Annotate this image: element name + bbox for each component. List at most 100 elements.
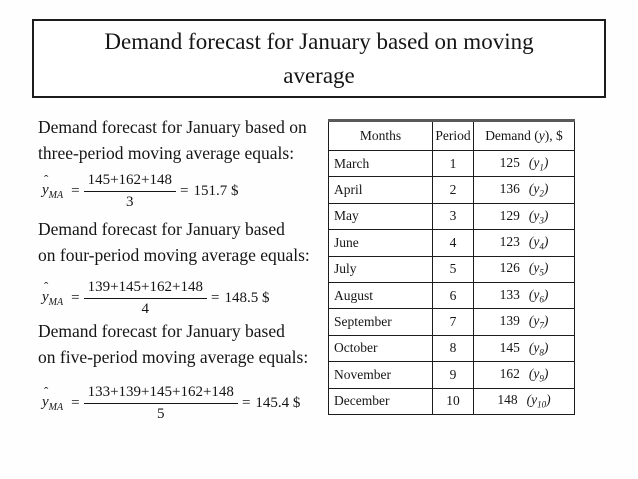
equals-sign: = bbox=[71, 183, 80, 199]
y-label-open: (y bbox=[528, 286, 540, 302]
formula-five-period: ˆ yMA = 133+139+145+162+148 5 = 145.4 $ bbox=[42, 383, 300, 424]
demand-cell: 129 (y3) bbox=[473, 202, 575, 231]
period-cell: 10 bbox=[432, 387, 474, 415]
col-header-period: Period bbox=[432, 119, 474, 151]
month-cell: April bbox=[328, 176, 433, 204]
demand-value: 133 bbox=[499, 286, 520, 302]
y-label-open: (y bbox=[526, 392, 538, 408]
period-cell: 1 bbox=[432, 149, 474, 178]
table-row: July 5 126 (y5) bbox=[328, 255, 575, 283]
table-row: November 9 162 (y9) bbox=[328, 361, 575, 389]
hat-accent: ˆ bbox=[44, 172, 49, 187]
paragraph-five-period: Demand forecast for January based on five… bbox=[38, 318, 338, 370]
y-label: (y9) bbox=[528, 365, 549, 384]
col-header-demand: Demand (y), $ bbox=[473, 119, 575, 151]
y-label-sub: 2 bbox=[539, 188, 544, 199]
demand-value: 148 bbox=[497, 392, 518, 408]
y-label-close: ) bbox=[543, 181, 549, 197]
y-label-open: (y bbox=[528, 154, 540, 170]
y-label: (y10) bbox=[526, 392, 551, 410]
formula-result: 151.7 $ bbox=[193, 183, 239, 199]
demand-header-y: y bbox=[538, 128, 545, 143]
period-cell: 4 bbox=[432, 229, 474, 257]
paragraph-line: on five-period moving average equals: bbox=[38, 347, 309, 367]
equals-sign: = bbox=[71, 395, 80, 411]
table-row: December 10 148 (y10) bbox=[328, 387, 575, 415]
formula-three-period: ˆ yMA = 145+162+148 3 = 151.7 $ bbox=[42, 171, 238, 212]
y-label-sub: 5 bbox=[539, 268, 544, 279]
demand-cell: 126 (y5) bbox=[473, 255, 575, 283]
period-cell: 2 bbox=[432, 176, 474, 204]
demand-value: 162 bbox=[499, 365, 520, 381]
period-cell: 8 bbox=[432, 334, 474, 363]
y-label: (y5) bbox=[528, 260, 549, 279]
equals-sign: = bbox=[180, 183, 189, 199]
ma-subscript: MA bbox=[48, 402, 64, 413]
demand-value: 136 bbox=[499, 181, 520, 197]
table-row: May 3 129 (y3) bbox=[328, 202, 575, 231]
hat-accent: ˆ bbox=[44, 279, 49, 294]
y-label-open: (y bbox=[528, 181, 540, 197]
demand-cell: 125 (y1) bbox=[473, 149, 575, 178]
period-cell: 7 bbox=[432, 308, 474, 336]
y-label-sub: 8 bbox=[539, 347, 544, 358]
demand-value: 139 bbox=[499, 313, 520, 329]
demand-cell: 162 (y9) bbox=[473, 361, 575, 389]
table-row: March 1 125 (y1) bbox=[328, 149, 575, 178]
y-label: (y6) bbox=[528, 286, 549, 305]
y-label-close: ) bbox=[543, 207, 549, 223]
y-hat-ma-symbol: ˆ yMA bbox=[42, 279, 64, 308]
fraction-denominator: 5 bbox=[157, 406, 165, 422]
ma-subscript: MA bbox=[48, 297, 64, 308]
y-label: (y8) bbox=[528, 339, 549, 358]
y-label-close: ) bbox=[543, 365, 549, 381]
month-cell: August bbox=[328, 281, 433, 310]
demand-header-text: ), $ bbox=[544, 128, 563, 143]
month-cell: May bbox=[328, 202, 433, 231]
hat-accent: ˆ bbox=[44, 384, 49, 399]
y-label-open: (y bbox=[528, 260, 540, 276]
month-cell: March bbox=[328, 149, 433, 178]
table-row: August 6 133 (y6) bbox=[328, 281, 575, 310]
month-cell: October bbox=[328, 334, 433, 363]
y-label: (y3) bbox=[528, 207, 549, 226]
demand-cell: 139 (y7) bbox=[473, 308, 575, 336]
y-hat-ma-symbol: ˆ yMA bbox=[42, 384, 64, 413]
equals-sign: = bbox=[210, 290, 220, 306]
fraction-denominator: 3 bbox=[126, 194, 134, 210]
y-label-sub: 3 bbox=[539, 215, 544, 226]
month-cell: June bbox=[328, 229, 433, 257]
y-label-close: ) bbox=[543, 313, 549, 329]
formula-four-period: ˆ yMA = 139+145+162+148 4 = 148.5 $ bbox=[42, 278, 269, 319]
paragraph-line: Demand forecast for January based bbox=[38, 321, 285, 341]
table-row: June 4 123 (y4) bbox=[328, 229, 575, 257]
paragraph-line: Demand forecast for January based on bbox=[38, 117, 307, 137]
y-label-open: (y bbox=[528, 234, 540, 250]
fraction-numerator: 145+162+148 bbox=[83, 171, 177, 192]
demand-value: 123 bbox=[499, 234, 520, 250]
month-cell: December bbox=[328, 387, 433, 415]
y-label-sub: 9 bbox=[539, 373, 544, 384]
period-cell: 6 bbox=[432, 281, 474, 310]
y-label-open: (y bbox=[528, 339, 540, 355]
y-label: (y4) bbox=[528, 234, 549, 252]
y-label-sub: 7 bbox=[539, 320, 544, 331]
paragraph-three-period: Demand forecast for January based on thre… bbox=[38, 114, 338, 166]
table-row: September 7 139 (y7) bbox=[328, 308, 575, 336]
y-label-open: (y bbox=[528, 313, 540, 329]
col-header-months: Months bbox=[328, 119, 433, 151]
y-label-open: (y bbox=[528, 207, 540, 223]
demand-cell: 136 (y2) bbox=[473, 176, 575, 204]
demand-value: 126 bbox=[499, 260, 520, 276]
y-label-close: ) bbox=[546, 392, 551, 408]
slide-title-line1: Demand forecast for January based on mov… bbox=[104, 28, 534, 54]
demand-cell: 148 (y10) bbox=[473, 387, 575, 415]
equals-sign: = bbox=[71, 290, 80, 306]
demand-value: 145 bbox=[499, 339, 520, 355]
fraction: 145+162+148 3 bbox=[83, 171, 177, 212]
y-label: (y2) bbox=[528, 181, 549, 199]
fraction: 139+145+162+148 4 bbox=[83, 278, 207, 319]
fraction-denominator: 4 bbox=[141, 301, 150, 317]
y-label-open: (y bbox=[528, 365, 540, 381]
y-variable: y bbox=[42, 394, 49, 410]
